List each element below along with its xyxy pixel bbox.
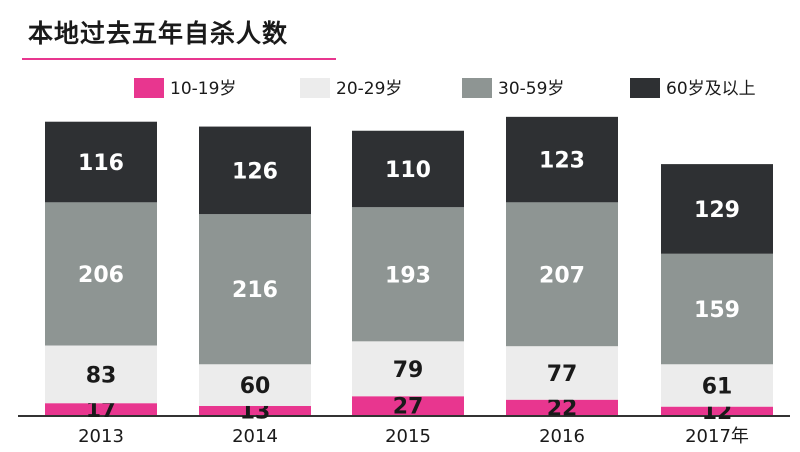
data-label: 79 bbox=[393, 358, 424, 383]
bar-segment bbox=[45, 202, 157, 346]
data-label: 61 bbox=[702, 374, 733, 399]
data-label: 159 bbox=[694, 298, 740, 323]
data-label: 206 bbox=[78, 263, 124, 288]
x-tick-label: 2014 bbox=[232, 426, 278, 447]
legend-label: 30-59岁 bbox=[498, 79, 564, 99]
data-label: 77 bbox=[547, 362, 578, 387]
bar-segment bbox=[352, 207, 464, 342]
legend-swatch bbox=[134, 78, 164, 98]
legend-swatch bbox=[462, 78, 492, 98]
bar-segment bbox=[352, 130, 464, 208]
chart-title: 本地过去五年自杀人数 bbox=[28, 19, 289, 48]
bar-segment bbox=[199, 126, 311, 215]
legend-label: 10-19岁 bbox=[170, 79, 236, 99]
data-label: 193 bbox=[385, 263, 431, 288]
data-label: 129 bbox=[694, 198, 740, 223]
bar-segment bbox=[45, 345, 157, 404]
data-label: 116 bbox=[78, 151, 124, 176]
x-tick-label: 2013 bbox=[78, 426, 124, 447]
bar-segment bbox=[199, 214, 311, 365]
data-label: 60 bbox=[240, 374, 271, 399]
x-tick-label: 2017年 bbox=[685, 426, 749, 447]
data-label: 83 bbox=[86, 363, 117, 388]
x-tick-label: 2015 bbox=[385, 426, 431, 447]
bar-segment bbox=[199, 364, 311, 406]
bar-segment bbox=[506, 116, 618, 203]
bar-segment bbox=[45, 121, 157, 203]
data-label: 22 bbox=[547, 396, 578, 421]
legend-label: 20-29岁 bbox=[336, 79, 402, 99]
data-label: 216 bbox=[232, 278, 278, 303]
bar-segment bbox=[661, 253, 773, 365]
bar-segment bbox=[352, 396, 464, 415]
x-tick-label: 2016 bbox=[539, 426, 585, 447]
bar-segment bbox=[45, 403, 157, 415]
bar-segment bbox=[506, 346, 618, 400]
data-label: 110 bbox=[385, 158, 431, 183]
bar-segment bbox=[661, 164, 773, 254]
bar-segment bbox=[199, 405, 311, 415]
bar-segment bbox=[506, 399, 618, 415]
legend-swatch bbox=[630, 78, 660, 98]
legend-label: 60岁及以上 bbox=[666, 79, 756, 99]
bar-segment bbox=[352, 341, 464, 397]
bar-segment bbox=[661, 406, 773, 415]
title-underline bbox=[22, 58, 336, 60]
data-label: 126 bbox=[232, 159, 278, 184]
data-label: 123 bbox=[539, 149, 585, 174]
bar-segment bbox=[661, 364, 773, 407]
data-label: 207 bbox=[539, 263, 585, 288]
legend-swatch bbox=[300, 78, 330, 98]
bar-segment bbox=[506, 202, 618, 347]
data-label: 27 bbox=[393, 395, 424, 420]
